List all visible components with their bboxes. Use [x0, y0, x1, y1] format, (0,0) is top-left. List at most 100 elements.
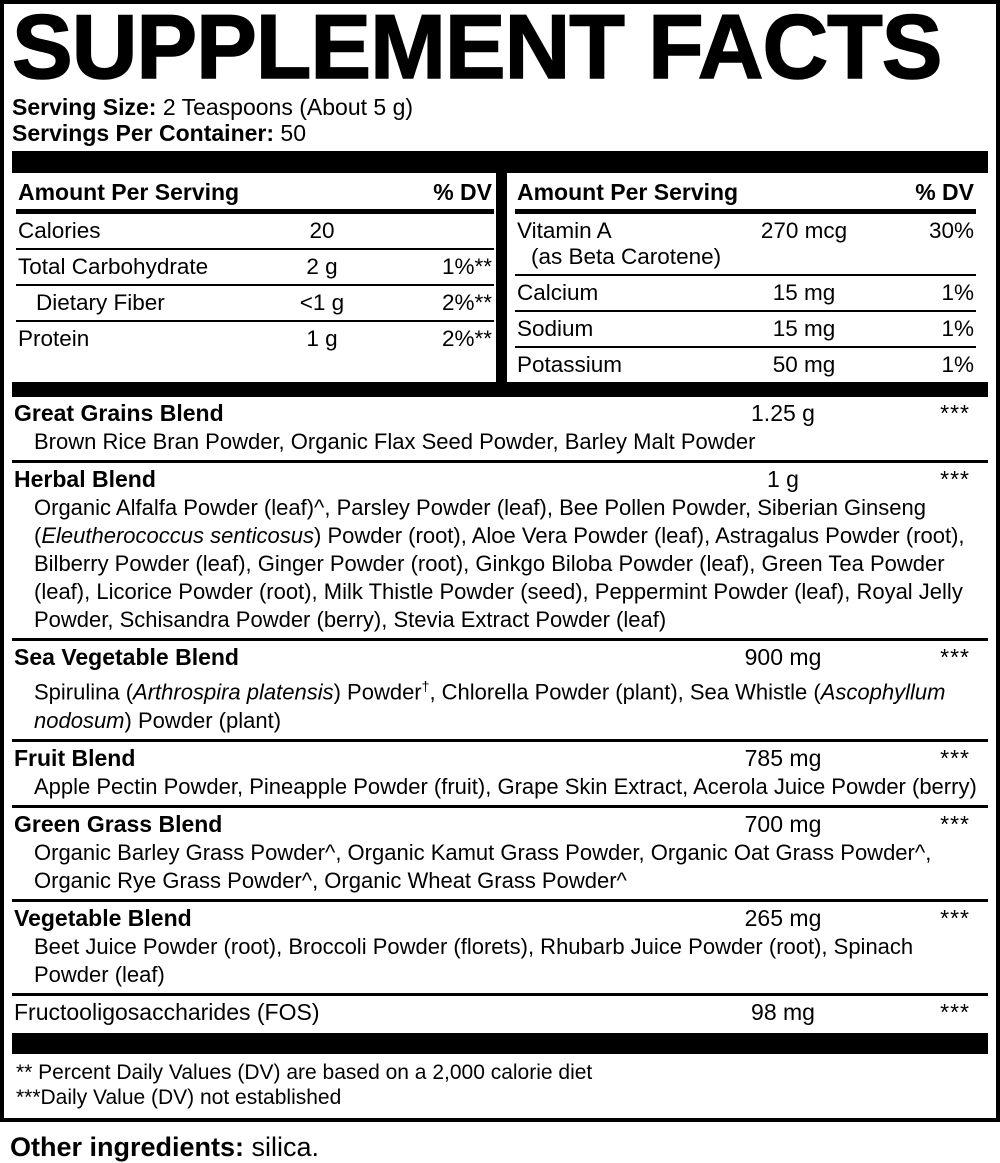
blend-header: Fruit Blend 785 mg *** — [12, 744, 988, 773]
blend-ingredients: Brown Rice Bran Powder, Organic Flax See… — [34, 429, 756, 455]
blend-row-great-grains: Great Grains Blend 1.25 g *** Brown Rice… — [12, 397, 988, 464]
nutrient-name: Calories — [18, 218, 101, 244]
blend-dv: *** — [940, 644, 970, 671]
blend-ingredients: Apple Pectin Powder, Pineapple Powder (f… — [34, 773, 977, 799]
nutrient-dv: 30% — [928, 218, 974, 244]
serving-size-value: 2 Teaspoons (About 5 g) — [156, 94, 414, 121]
nutrient-row-vitamin-a: Vitamin A (as Beta Carotene) 270 mcg 30% — [515, 214, 976, 277]
panel-title: SUPPLEMENT FACTS — [11, 0, 943, 98]
serving-size-label: Serving Size: — [12, 94, 157, 121]
nutrient-row-sodium: Sodium 15 mg 1% — [515, 312, 976, 349]
blend-name: Vegetable Blend — [14, 904, 192, 931]
nutrient-amount: <1 g — [299, 290, 345, 316]
blend-ingredients: Spirulina (Arthrospira platensis) Powder… — [34, 678, 946, 733]
nutrient-amount: 2 g — [306, 254, 338, 280]
blend-row-fos: Fructooligosaccharides (FOS) 98 mg *** — [12, 996, 988, 1029]
blend-dv: *** — [940, 466, 970, 493]
footnote-dv-not-established: ***Daily Value (DV) not established — [16, 1085, 342, 1109]
serving-info: Serving Size: 2 Teaspoons (About 5 g) Se… — [12, 94, 988, 146]
blend-name: Sea Vegetable Blend — [14, 644, 239, 671]
blend-name: Fructooligosaccharides (FOS) — [14, 998, 320, 1025]
dv-header: % DV — [433, 179, 492, 206]
blend-header: Vegetable Blend 265 mg *** — [12, 904, 988, 933]
nutrient-dv: 1% — [941, 352, 974, 378]
nutrient-name: Calcium — [517, 280, 599, 306]
blend-dv: *** — [940, 744, 970, 771]
blend-dv: *** — [940, 400, 970, 427]
blend-amount: 900 mg — [744, 644, 822, 671]
footnote-daily-values: ** Percent Daily Values (DV) are based o… — [16, 1060, 593, 1084]
blend-row-herbal: Herbal Blend 1 g *** Organic Alfalfa Pow… — [12, 463, 988, 642]
blend-name: Herbal Blend — [14, 466, 156, 493]
blend-ingredients: Organic Barley Grass Powder^, Organic Ka… — [34, 839, 932, 893]
nutrient-amount: 20 — [309, 218, 335, 244]
column-header-right: Amount Per Serving % DV — [515, 173, 976, 215]
blends-section: Great Grains Blend 1.25 g *** Brown Rice… — [12, 397, 988, 1028]
nutrient-amount: 1 g — [306, 326, 338, 352]
nutrient-dv: 1% — [941, 280, 974, 306]
dv-header: % DV — [915, 179, 974, 206]
other-ingredients-value: silica. — [244, 1131, 320, 1162]
blend-amount: 1.25 g — [751, 400, 815, 427]
blend-name: Green Grass Blend — [14, 810, 223, 837]
nutrient-amount: 15 mg — [772, 280, 836, 306]
nutrient-row-protein: Protein 1 g 2%** — [16, 322, 494, 356]
nutrient-name: Total Carbohydrate — [18, 254, 209, 280]
serving-size-line: Serving Size: 2 Teaspoons (About 5 g) — [12, 94, 988, 120]
nutrient-dv: 1% — [941, 316, 974, 342]
nutrient-row-potassium: Potassium 50 mg 1% — [515, 348, 976, 382]
nutrient-column-left: Amount Per Serving % DV Calories 20 Tota… — [12, 173, 496, 382]
other-ingredients-label: Other ingredients: — [10, 1131, 245, 1162]
blend-ingredients: Beet Juice Powder (root), Broccoli Powde… — [34, 933, 914, 987]
blend-dv: *** — [940, 998, 970, 1025]
nutrient-name: Protein — [18, 326, 90, 352]
nutrient-columns: Amount Per Serving % DV Calories 20 Tota… — [12, 173, 988, 383]
blend-amount: 1 g — [767, 466, 799, 493]
separator-bar-top — [12, 151, 988, 174]
amount-per-serving-header: Amount Per Serving — [517, 179, 739, 206]
nutrient-name: Sodium — [517, 316, 594, 342]
blend-amount: 700 mg — [744, 810, 822, 837]
nutrient-amount: 15 mg — [772, 316, 836, 342]
blend-row-sea-vegetable: Sea Vegetable Blend 900 mg *** Spirulina… — [12, 641, 988, 742]
nutrient-column-right: Amount Per Serving % DV Vitamin A (as Be… — [507, 173, 988, 382]
blend-amount: 265 mg — [744, 904, 822, 931]
nutrient-amount: 50 mg — [772, 352, 836, 378]
blend-name: Great Grains Blend — [14, 400, 224, 427]
servings-per-container-value: 50 — [274, 120, 307, 147]
nutrient-name-main: Vitamin A — [517, 218, 612, 244]
nutrient-row-calories: Calories 20 — [16, 214, 494, 251]
nutrient-name-sub: (as Beta Carotene) — [531, 244, 722, 270]
blend-row-vegetable: Vegetable Blend 265 mg *** Beet Juice Po… — [12, 902, 988, 996]
footnotes: ** Percent Daily Values (DV) are based o… — [16, 1060, 988, 1110]
blend-header: Sea Vegetable Blend 900 mg *** — [12, 643, 988, 672]
nutrient-name: Dietary Fiber — [36, 290, 165, 316]
column-divider — [496, 173, 507, 383]
nutrient-name: Potassium — [517, 352, 623, 378]
blend-amount: 785 mg — [744, 744, 822, 771]
nutrient-dv: 1%** — [441, 254, 492, 280]
blend-row-green-grass: Green Grass Blend 700 mg *** Organic Bar… — [12, 808, 988, 902]
blend-header: Fructooligosaccharides (FOS) 98 mg *** — [12, 998, 988, 1027]
nutrient-row-total-carbohydrate: Total Carbohydrate 2 g 1%** — [16, 250, 494, 287]
column-header-left: Amount Per Serving % DV — [16, 173, 494, 215]
amount-per-serving-header: Amount Per Serving — [18, 179, 240, 206]
nutrient-amount: 270 mcg — [760, 218, 848, 244]
nutrient-row-calcium: Calcium 15 mg 1% — [515, 276, 976, 313]
blend-dv: *** — [940, 904, 970, 931]
nutrient-dv: 2%** — [441, 290, 492, 316]
separator-bar-middle — [12, 382, 988, 398]
supplement-facts-panel: SUPPLEMENT FACTS Serving Size: 2 Teaspoo… — [0, 0, 1000, 1122]
blend-row-fruit: Fruit Blend 785 mg *** Apple Pectin Powd… — [12, 742, 988, 808]
servings-per-container-label: Servings Per Container: — [12, 120, 275, 147]
blend-header: Herbal Blend 1 g *** — [12, 465, 988, 494]
blend-header: Great Grains Blend 1.25 g *** — [12, 399, 988, 428]
blend-dv: *** — [940, 810, 970, 837]
blend-name: Fruit Blend — [14, 744, 136, 771]
nutrient-row-dietary-fiber: Dietary Fiber <1 g 2%** — [16, 286, 494, 323]
other-ingredients-line: Other ingredients: silica. — [10, 1132, 1000, 1163]
nutrient-dv: 2%** — [441, 326, 492, 352]
blend-header: Green Grass Blend 700 mg *** — [12, 810, 988, 839]
nutrient-name: Vitamin A (as Beta Carotene) — [515, 218, 724, 270]
blend-amount: 98 mg — [751, 998, 815, 1025]
